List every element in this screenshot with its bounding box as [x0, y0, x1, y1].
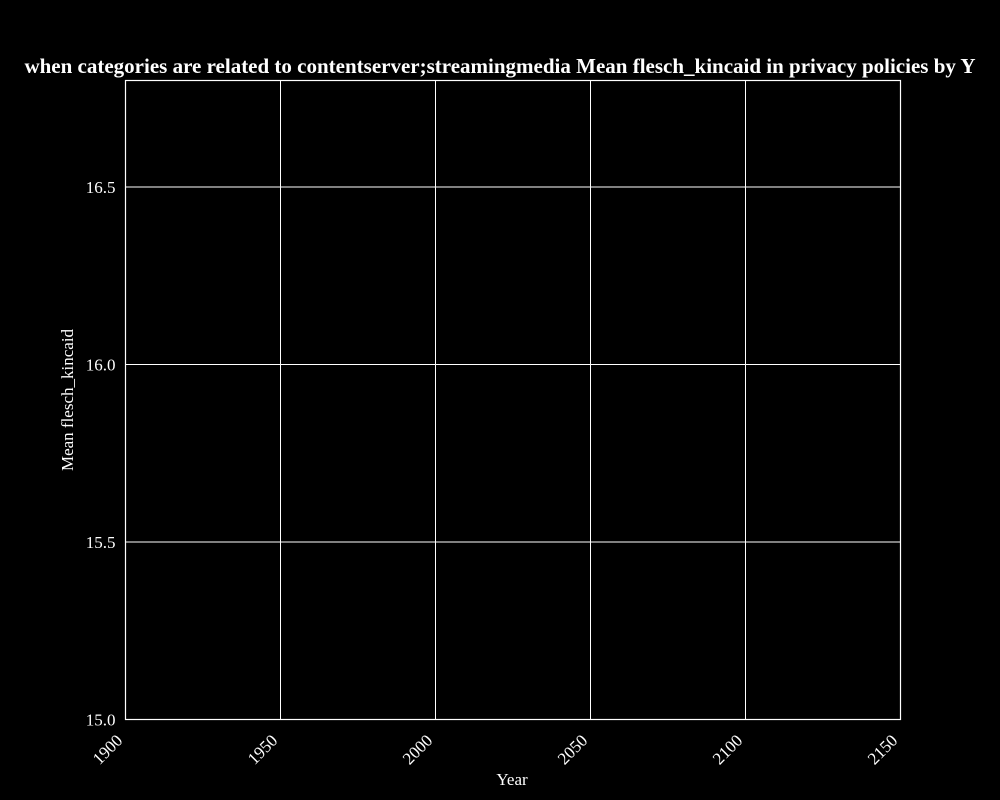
x-axis-ticks: 1900 1950 2000 2050 2100 2150	[89, 731, 901, 768]
y-tick-label: 16.5	[86, 178, 116, 197]
y-tick-label: 15.5	[86, 533, 116, 552]
x-axis-label: Year	[496, 770, 528, 789]
x-tick-label: 2000	[399, 731, 436, 768]
y-axis-label: Mean flesch_kincaid	[58, 328, 77, 471]
x-tick-label: 1950	[244, 731, 281, 768]
y-axis-ticks: 15.0 15.5 16.0 16.5	[86, 178, 116, 730]
x-tick-label: 2050	[554, 731, 591, 768]
chart-title: when categories are related to contentse…	[24, 54, 975, 78]
y-tick-label: 16.0	[86, 356, 116, 375]
plot-frame	[124, 79, 902, 721]
y-tick-label: 15.0	[86, 711, 116, 730]
x-tick-label: 2150	[864, 731, 901, 768]
grid-lines	[125, 80, 901, 720]
x-tick-label: 2100	[709, 731, 746, 768]
x-tick-label: 1900	[89, 731, 126, 768]
